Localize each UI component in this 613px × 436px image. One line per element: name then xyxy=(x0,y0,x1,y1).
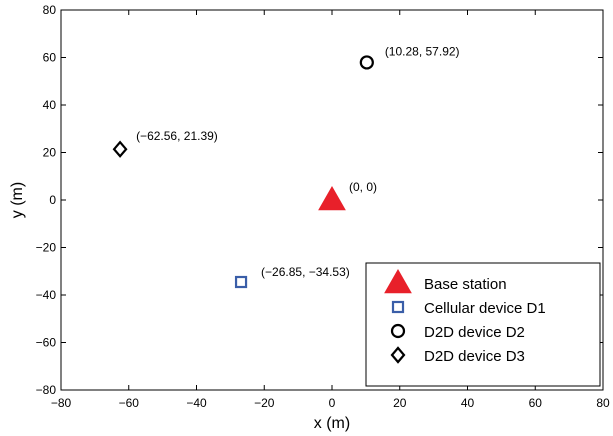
point-label: (10.28, 57.92) xyxy=(385,44,460,58)
point-square xyxy=(234,275,248,289)
x-axis-label: x (m) xyxy=(314,415,350,432)
legend-entry-label: D2D device D3 xyxy=(424,348,525,365)
x-tick-label: −40 xyxy=(186,396,207,410)
legend-marker-square xyxy=(391,300,405,314)
y-tick-label: 20 xyxy=(43,146,57,160)
legend-box xyxy=(365,262,601,387)
legend-entry-label: Base station xyxy=(424,276,507,293)
x-tick-label: 60 xyxy=(529,396,543,410)
legend: Base station Cellular device D1 D2D device… xyxy=(365,262,601,387)
x-tick-label: −80 xyxy=(51,396,72,410)
y-tick-label: 0 xyxy=(49,193,56,207)
y-tick-label: −60 xyxy=(36,336,57,350)
point-label: (−62.56, 21.39) xyxy=(136,129,218,143)
x-tick-label: 40 xyxy=(461,396,475,410)
legend-marker-triangle xyxy=(384,268,412,294)
data-points xyxy=(112,55,374,289)
y-tick-label: −80 xyxy=(36,383,57,397)
y-tick-label: 40 xyxy=(43,98,57,112)
x-tick-label: 20 xyxy=(393,396,407,410)
y-tick-label: −20 xyxy=(36,241,57,255)
point-triangle xyxy=(318,185,346,211)
legend-marker-circle xyxy=(390,323,406,339)
axis-ticks: −80 −60 −40 −20 0 20 40 60 80 −80 −60 −40 −20 0 20 40 60… xyxy=(36,3,610,410)
legend-marker-diamond xyxy=(390,346,406,364)
point-annotations: (0, 0) (−26.85, −34.53) (10.28, 57.92) (−62… xyxy=(136,44,459,279)
x-tick-label: 80 xyxy=(596,396,610,410)
y-axis-label: y (m) xyxy=(9,182,26,218)
point-label: (0, 0) xyxy=(349,180,377,194)
point-circle xyxy=(359,55,374,70)
x-tick-label: −60 xyxy=(119,396,140,410)
y-tick-label: 80 xyxy=(43,3,57,17)
legend-entry-label: Cellular device D1 xyxy=(424,300,546,317)
legend-entry-label: D2D device D2 xyxy=(424,324,525,341)
point-label: (−26.85, −34.53) xyxy=(261,265,350,279)
y-tick-label: −40 xyxy=(36,288,57,302)
x-tick-label: −20 xyxy=(254,396,275,410)
y-tick-label: 60 xyxy=(43,51,57,65)
x-tick-label: 0 xyxy=(329,396,336,410)
point-diamond xyxy=(112,140,128,158)
